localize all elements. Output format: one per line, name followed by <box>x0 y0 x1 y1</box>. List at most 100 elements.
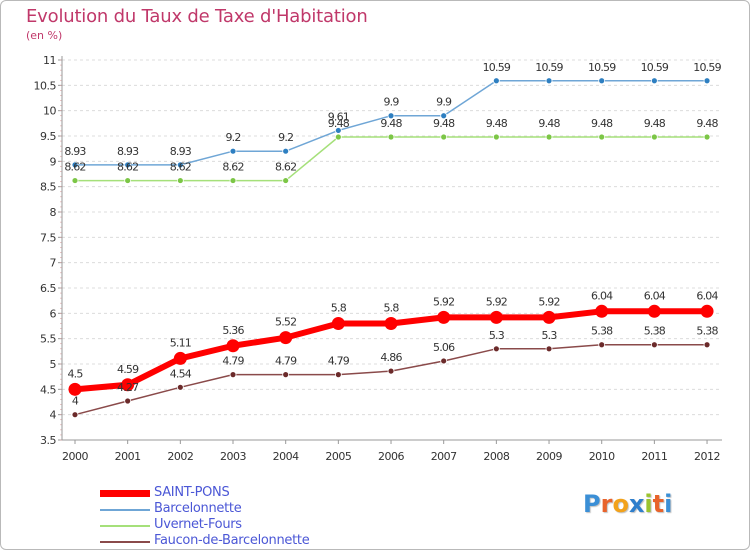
data-point-barcelonnette <box>598 77 606 85</box>
data-label-faucon-de-barcelonnette: 4.54 <box>170 367 192 380</box>
y-tick-label: 10.5 <box>34 79 57 92</box>
data-point-uvernet-fours <box>545 133 553 141</box>
data-point-uvernet-fours <box>492 133 500 141</box>
y-tick-label: 6 <box>50 307 57 320</box>
data-label-uvernet-fours: 9.48 <box>486 117 508 130</box>
data-point-saint-pons <box>647 304 661 318</box>
data-label-uvernet-fours: 8.62 <box>64 161 85 174</box>
data-point-uvernet-fours <box>282 177 290 184</box>
data-label-uvernet-fours: 8.62 <box>222 161 243 174</box>
data-point-barcelonnette <box>703 77 711 85</box>
data-label-saint-pons: 5.8 <box>383 301 399 314</box>
data-label-faucon-de-barcelonnette: 5.38 <box>696 325 718 338</box>
data-label-faucon-de-barcelonnette: 4.27 <box>117 381 139 394</box>
y-tick-label: 6.5 <box>40 282 56 295</box>
logo-letter: r <box>600 490 613 518</box>
data-point-faucon-de-barcelonnette <box>598 341 606 349</box>
data-point-faucon-de-barcelonnette <box>545 345 553 353</box>
data-label-barcelonnette: 8.93 <box>64 145 86 158</box>
x-tick-label: 2011 <box>641 450 667 463</box>
data-point-saint-pons <box>279 331 293 345</box>
data-label-faucon-de-barcelonnette: 4.86 <box>380 351 402 364</box>
data-point-faucon-de-barcelonnette <box>71 411 79 419</box>
data-point-barcelonnette <box>440 112 448 120</box>
data-label-faucon-de-barcelonnette: 5.38 <box>644 325 666 338</box>
data-point-faucon-de-barcelonnette <box>334 371 342 379</box>
data-point-saint-pons <box>173 351 187 365</box>
x-tick-label: 2003 <box>220 450 246 463</box>
y-tick-label: 5 <box>50 358 57 371</box>
data-point-uvernet-fours <box>387 133 395 141</box>
data-point-saint-pons <box>437 310 451 324</box>
data-point-saint-pons <box>331 316 345 330</box>
data-point-saint-pons <box>384 316 398 330</box>
y-tick-label: 7.5 <box>40 231 56 244</box>
x-tick-label: 2004 <box>273 450 299 463</box>
data-point-uvernet-fours <box>71 177 79 184</box>
data-label-barcelonnette: 10.59 <box>693 61 721 74</box>
data-point-uvernet-fours <box>176 177 184 184</box>
data-point-barcelonnette <box>176 161 184 169</box>
data-point-barcelonnette <box>71 161 79 169</box>
logo-letter: x <box>628 490 645 518</box>
logo-letter: i <box>644 490 653 518</box>
data-point-uvernet-fours <box>703 133 711 141</box>
data-label-faucon-de-barcelonnette: 4.79 <box>222 355 244 368</box>
y-tick-label: 7 <box>50 257 57 270</box>
data-point-uvernet-fours <box>229 177 237 184</box>
data-label-faucon-de-barcelonnette: 4.79 <box>328 355 350 368</box>
data-point-saint-pons <box>700 304 714 318</box>
data-point-faucon-de-barcelonnette <box>282 371 290 379</box>
data-point-barcelonnette <box>492 77 500 85</box>
x-tick-label: 2000 <box>62 450 88 463</box>
data-point-saint-pons <box>595 304 609 318</box>
data-point-barcelonnette <box>282 147 290 155</box>
x-tick-label: 2006 <box>378 450 404 463</box>
data-point-barcelonnette <box>387 112 395 120</box>
x-tick-label: 2002 <box>167 450 193 463</box>
data-label-saint-pons: 5.52 <box>275 316 296 329</box>
y-tick-label: 10 <box>43 105 56 118</box>
proxiti-logo: Proxiti <box>583 490 672 518</box>
y-tick-label: 9 <box>50 155 57 168</box>
legend-swatch-saint-pons <box>100 490 150 497</box>
data-label-saint-pons: 6.04 <box>696 289 718 302</box>
data-label-saint-pons: 6.04 <box>644 289 666 302</box>
data-point-saint-pons <box>121 378 135 392</box>
data-label-barcelonnette: 9.9 <box>383 96 399 109</box>
data-label-faucon-de-barcelonnette: 5.06 <box>433 341 455 354</box>
data-label-uvernet-fours: 9.48 <box>380 117 402 130</box>
data-label-saint-pons: 5.92 <box>433 295 454 308</box>
x-tick-label: 2012 <box>694 450 720 463</box>
logo-letter: o <box>612 490 629 518</box>
data-label-barcelonnette: 10.59 <box>641 61 669 74</box>
y-tick-label: 4.5 <box>40 383 56 396</box>
series-line-uvernet-fours <box>74 136 708 182</box>
data-label-uvernet-fours: 9.48 <box>328 117 350 130</box>
data-point-barcelonnette <box>229 147 237 155</box>
x-tick-label: 2008 <box>483 450 509 463</box>
data-label-faucon-de-barcelonnette: 5.3 <box>489 329 505 342</box>
data-label-faucon-de-barcelonnette: 5.3 <box>541 329 557 342</box>
legend-swatch-faucon-de-barcelonnette <box>100 541 150 543</box>
y-tick-label: 3.5 <box>40 434 56 447</box>
legend-swatch-uvernet-fours <box>100 525 150 527</box>
data-point-uvernet-fours <box>440 133 448 141</box>
legend-label-saint-pons: SAINT-PONS <box>154 485 230 500</box>
data-point-faucon-de-barcelonnette <box>492 345 500 353</box>
data-label-saint-pons: 5.92 <box>538 295 559 308</box>
data-label-uvernet-fours: 9.48 <box>591 117 613 130</box>
legend-label-uvernet-fours: Uvernet-Fours <box>154 517 242 532</box>
logo-letter: i <box>664 490 673 518</box>
data-label-barcelonnette: 10.59 <box>588 61 616 74</box>
data-label-saint-pons: 4.5 <box>67 367 83 380</box>
y-tick-label: 4 <box>50 409 57 422</box>
data-point-uvernet-fours <box>334 133 342 141</box>
y-tick-label: 9.5 <box>40 130 56 143</box>
data-label-faucon-de-barcelonnette: 4 <box>72 395 79 408</box>
data-label-uvernet-fours: 9.48 <box>644 117 666 130</box>
data-point-barcelonnette <box>334 127 342 134</box>
data-point-barcelonnette <box>650 77 658 85</box>
data-point-faucon-de-barcelonnette <box>440 357 448 365</box>
